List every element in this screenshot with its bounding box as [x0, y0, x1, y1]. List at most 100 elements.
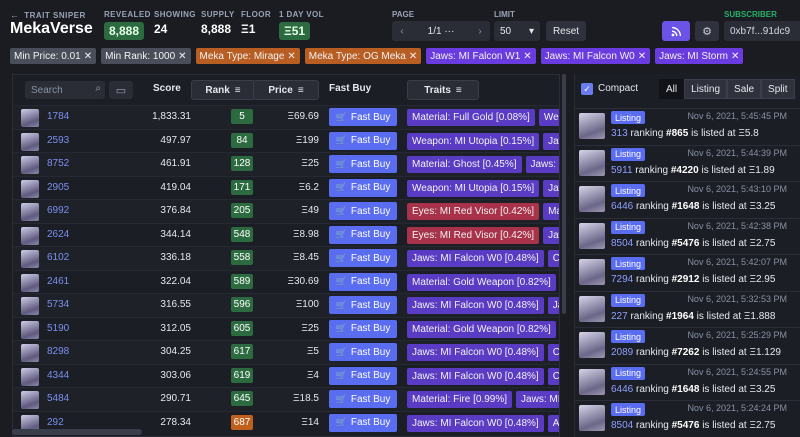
trait-tag[interactable]: Eyes: MI Red Visor [0.42%]: [407, 203, 540, 220]
trait-tag[interactable]: Jaws: MI Falcon: [543, 132, 559, 150]
token-id-link[interactable]: 2461: [47, 275, 70, 287]
close-icon[interactable]: ✕: [637, 50, 647, 62]
token-id-link[interactable]: 5190: [47, 322, 70, 334]
avatar[interactable]: [579, 405, 605, 431]
trait-tag[interactable]: Jaws: MI Storm: [543, 179, 559, 197]
avatar[interactable]: [579, 259, 605, 285]
trait-tag[interactable]: Chest: MI: [547, 344, 559, 361]
token-id-link[interactable]: 8752: [47, 158, 70, 169]
filter-chip[interactable]: Min Price: 0.01 ✕: [10, 48, 97, 64]
avatar[interactable]: [21, 414, 39, 433]
avatar[interactable]: [21, 250, 39, 268]
avatar[interactable]: [21, 391, 39, 409]
close-icon[interactable]: ✕: [408, 50, 418, 62]
fast-buy-button[interactable]: 🛒 Fast Buy: [329, 155, 397, 173]
fast-buy-button[interactable]: 🛒 Fast Buy: [329, 366, 397, 385]
trait-tag[interactable]: Material: Fire [0.99%]: [407, 391, 513, 408]
trait-tag[interactable]: Eyes: MI Red Visor [0.42%]: [407, 226, 540, 244]
trait-tag[interactable]: Weapon: MI Utopia [0.15%]: [407, 179, 540, 197]
avatar[interactable]: [579, 332, 605, 358]
back-link[interactable]: ← TRAIT SNIPER: [10, 10, 86, 20]
trait-tag[interactable]: Chest: MI: [547, 250, 559, 267]
token-id-link[interactable]: 5734: [47, 299, 70, 310]
avatar[interactable]: [579, 113, 605, 139]
trait-tag[interactable]: Material: Chrome: [543, 203, 559, 220]
search-input[interactable]: Search ⌕: [25, 81, 105, 99]
token-id-link[interactable]: 2624: [47, 228, 70, 240]
avatar[interactable]: [21, 273, 39, 292]
token-id-link[interactable]: 2593: [47, 134, 70, 146]
close-icon[interactable]: ✕: [287, 50, 296, 62]
reset-button[interactable]: Reset: [546, 21, 586, 41]
close-icon[interactable]: ✕: [178, 50, 187, 62]
token-id-link[interactable]: 6992: [47, 205, 70, 216]
tab-all[interactable]: All: [659, 79, 685, 99]
trait-tag[interactable]: Material: Gold Weapon [0.82%]: [407, 320, 556, 338]
trait-tag[interactable]: Jaws: MI Falcon W0: [525, 156, 559, 173]
trait-tag[interactable]: Jaws: MI Falcon W0 [0.48%]: [407, 250, 544, 267]
trait-tag[interactable]: Material: Ghost [0.45%]: [407, 156, 522, 173]
fast-buy-button[interactable]: 🛒 Fast Buy: [329, 272, 397, 291]
trait-tag[interactable]: Weapon: MI Utopia [0.15%]: [407, 132, 540, 150]
tab-split[interactable]: Split: [761, 79, 795, 99]
filter-chip[interactable]: Jaws: MI Storm ✕: [655, 48, 744, 64]
avatar[interactable]: [21, 320, 39, 339]
avatar[interactable]: [21, 179, 39, 198]
avatar[interactable]: [21, 109, 39, 127]
fast-buy-button[interactable]: 🛒 Fast Buy: [329, 178, 397, 197]
close-icon[interactable]: ✕: [83, 50, 93, 62]
token-id-link[interactable]: 227: [611, 310, 628, 322]
token-id-link[interactable]: 6446: [611, 201, 634, 212]
trait-tag[interactable]: Chest: MI: [547, 367, 559, 385]
trait-tag[interactable]: Jaws: MI Falcon W0 [0.48%]: [407, 414, 544, 432]
trait-tag[interactable]: Material: Full Gold [0.08%]: [407, 109, 535, 126]
column-toggle-button[interactable]: ▭: [109, 81, 133, 99]
fast-buy-button[interactable]: 🛒 Fast Buy: [329, 131, 397, 150]
token-id-link[interactable]: 6446: [611, 383, 634, 395]
avatar[interactable]: [579, 186, 605, 212]
fast-buy-button[interactable]: 🛒 Fast Buy: [329, 249, 397, 267]
tab-sale[interactable]: Sale: [727, 79, 762, 99]
rss-button[interactable]: [662, 21, 690, 41]
fast-buy-button[interactable]: 🛒 Fast Buy: [329, 108, 397, 126]
token-id-link[interactable]: 313: [611, 128, 628, 139]
avatar[interactable]: [579, 222, 605, 249]
page-selector[interactable]: 1/1 ···: [412, 26, 470, 37]
token-id-link[interactable]: 2089: [611, 347, 634, 358]
trait-tag[interactable]: Jaws: MI Falcon W0 [0.48%]: [407, 344, 544, 361]
avatar[interactable]: [21, 344, 39, 362]
trait-tag[interactable]: Material: Gold Weapon [0.82%]: [407, 273, 556, 291]
chevron-left-icon[interactable]: ‹: [400, 25, 404, 37]
filter-chip[interactable]: Jaws: MI Falcon W1 ✕: [426, 48, 536, 64]
tab-listing[interactable]: Listing: [684, 79, 728, 99]
token-id-link[interactable]: 6102: [47, 252, 70, 263]
filter-chip[interactable]: Jaws: MI Falcon W0 ✕: [540, 48, 651, 64]
trait-tag[interactable]: Jaws: MI: [547, 297, 559, 314]
limit-select[interactable]: 50 ▾: [494, 21, 540, 41]
trait-tag[interactable]: Jaws: MI Falcon W0 [0.48%]: [407, 297, 544, 314]
vertical-scrollbar[interactable]: [562, 74, 566, 314]
trait-tag[interactable]: Jaws: MI Falcon W0 [0.48%]: [407, 367, 544, 385]
header-score[interactable]: Score: [153, 83, 181, 94]
trait-tag[interactable]: Jaws: MI Falcon: [543, 226, 559, 244]
token-id-link[interactable]: 1784: [47, 111, 70, 122]
fast-buy-button[interactable]: 🛒 Fast Buy: [329, 296, 397, 314]
token-id-link[interactable]: 5911: [611, 164, 633, 176]
token-id-link[interactable]: 2905: [47, 181, 70, 193]
filter-chip[interactable]: Meka Type: Mirage ✕: [195, 48, 300, 64]
filter-chip[interactable]: Min Rank: 1000 ✕: [101, 48, 191, 64]
token-id-link[interactable]: 4344: [47, 369, 70, 381]
token-id-link[interactable]: 5484: [47, 393, 70, 404]
token-id-link[interactable]: 8298: [47, 346, 70, 357]
avatar[interactable]: [21, 297, 39, 315]
fast-buy-button[interactable]: 🛒 Fast Buy: [329, 202, 397, 220]
trait-tag[interactable]: Weapon: MI Storm: [538, 109, 559, 126]
avatar[interactable]: [21, 367, 39, 386]
avatar[interactable]: [21, 132, 39, 151]
token-id-link[interactable]: 8504: [611, 237, 634, 249]
avatar[interactable]: [579, 368, 605, 395]
traits-filter-button[interactable]: Traits ≡: [407, 80, 479, 100]
fast-buy-button[interactable]: 🛒 Fast Buy: [329, 390, 397, 408]
sort-price-button[interactable]: Price ≡: [253, 80, 319, 100]
avatar[interactable]: [21, 226, 39, 245]
